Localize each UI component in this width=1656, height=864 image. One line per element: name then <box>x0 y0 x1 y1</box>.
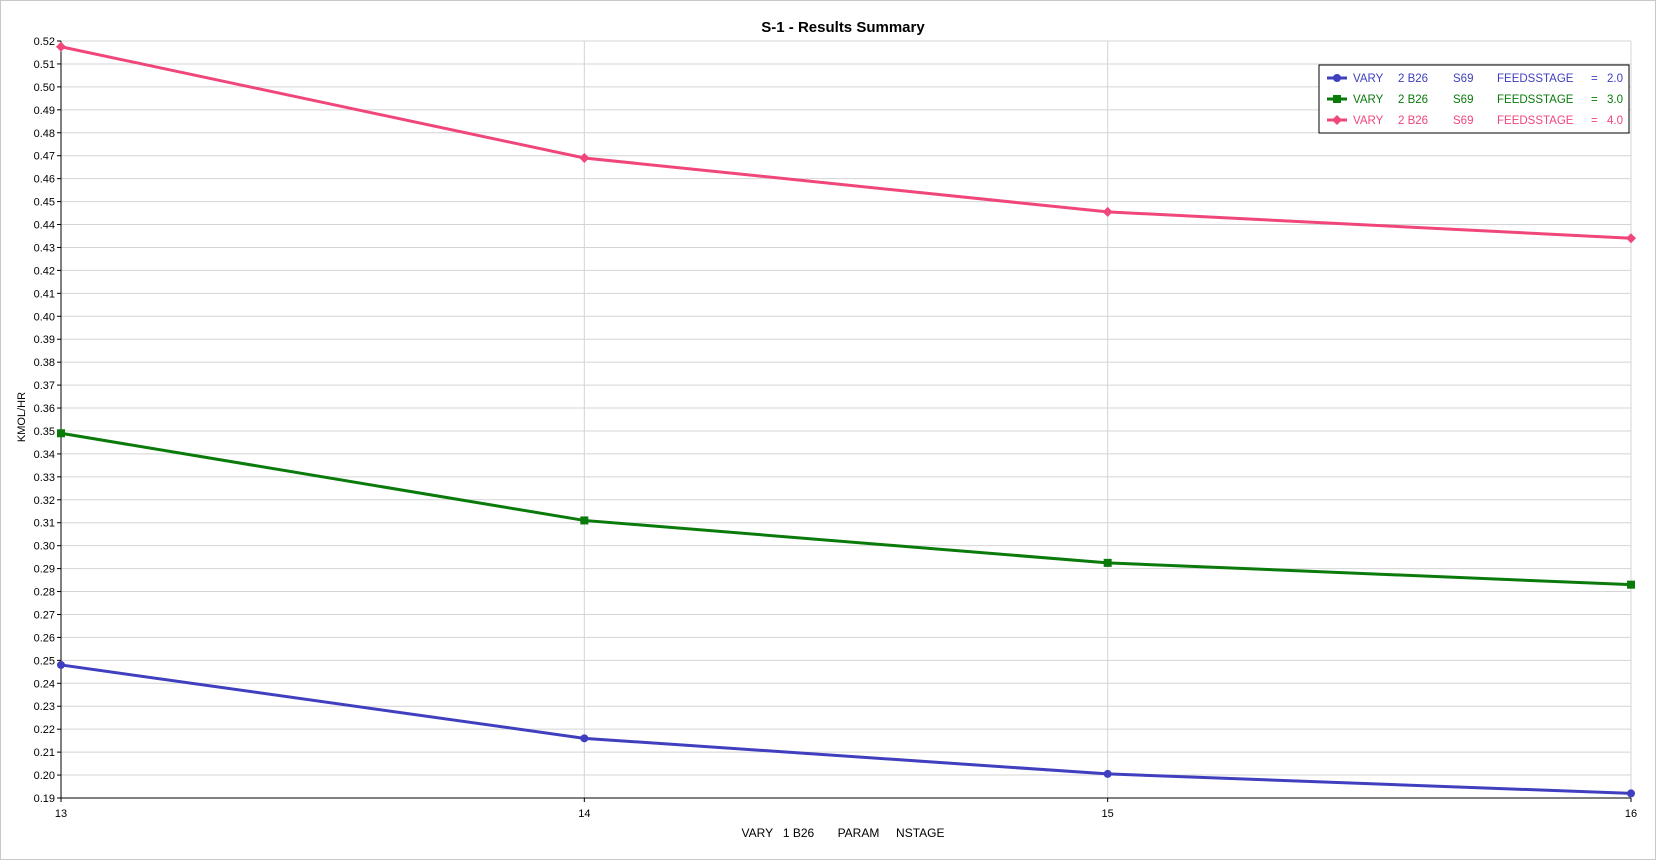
y-tick-label: 0.41 <box>34 288 55 300</box>
legend: VARY 2 B26 S69 FEEDSSTAGE = 2.0 VARY 2 B26 S69 FE… <box>1318 64 1630 134</box>
y-tick-label: 0.32 <box>34 495 55 507</box>
data-point <box>1103 558 1112 567</box>
y-tick-label: 0.34 <box>34 449 55 461</box>
data-point <box>57 429 65 438</box>
y-tick-label: 0.33 <box>34 472 55 484</box>
series-3 <box>56 41 1636 244</box>
y-axis-label: KMOL/HR <box>16 392 28 442</box>
data-point <box>1102 206 1113 217</box>
y-tick-label: 0.28 <box>34 587 55 599</box>
legend-label-part: VARY <box>1353 94 1384 106</box>
legend-label-part: S69 <box>1453 115 1473 127</box>
y-tick-label: 0.40 <box>34 311 55 323</box>
y-tick-label: 0.49 <box>34 105 55 117</box>
y-tick-label: 0.51 <box>34 59 55 71</box>
legend-entry-1: VARY 2 B26 S69 FEEDSSTAGE = 2.0 <box>1327 73 1623 85</box>
x-tick-label: 13 <box>55 808 67 820</box>
legend-label-part: = <box>1591 94 1598 106</box>
series-lines <box>56 41 1636 798</box>
data-point <box>1627 580 1635 589</box>
data-point <box>579 152 590 163</box>
y-tick-label: 0.27 <box>34 609 55 621</box>
series-1 <box>57 660 1635 798</box>
legend-label-part: 2 B26 <box>1398 73 1428 85</box>
legend-label-part: FEEDSSTAGE <box>1497 73 1574 85</box>
y-tick-label: 0.43 <box>34 242 55 254</box>
x-tick-label: 16 <box>1625 808 1637 820</box>
grid <box>60 40 1632 799</box>
y-tick-label: 0.38 <box>34 357 55 369</box>
legend-entry-2: VARY 2 B26 S69 FEEDSSTAGE = 3.0 <box>1327 94 1623 106</box>
series-line <box>60 663 1632 795</box>
legend-entry-3: VARY 2 B26 S69 FEEDSSTAGE = 4.0 <box>1327 115 1623 127</box>
y-tick-label: 0.45 <box>34 197 55 209</box>
data-point <box>57 660 65 669</box>
legend-box <box>1318 64 1630 134</box>
y-tick-label: 0.26 <box>34 632 55 644</box>
y-tick-label: 0.25 <box>34 655 55 667</box>
y-tick-label: 0.20 <box>34 770 55 782</box>
legend-label-part: 3.0 <box>1607 94 1623 106</box>
data-point <box>1626 233 1636 244</box>
series-2 <box>57 429 1635 589</box>
y-tick-label: 0.52 <box>34 36 55 48</box>
y-tick-label: 0.19 <box>34 793 55 805</box>
legend-label-part: = <box>1591 73 1598 85</box>
x-tick-label: 15 <box>1102 808 1114 820</box>
series-line <box>60 45 1632 240</box>
y-tick-label: 0.30 <box>34 541 55 553</box>
y-tick-label: 0.42 <box>34 265 55 277</box>
y-tick-label: 0.46 <box>34 174 55 186</box>
y-tick-label: 0.50 <box>34 82 55 94</box>
legend-label-part: 4.0 <box>1607 115 1623 127</box>
y-tick-label: 0.48 <box>34 128 55 140</box>
y-tick-label: 0.24 <box>34 678 55 690</box>
y-tick-label: 0.23 <box>34 701 55 713</box>
legend-label-part: S69 <box>1453 94 1473 106</box>
y-tick-label: 0.21 <box>34 747 55 759</box>
legend-label-part: FEEDSSTAGE <box>1497 94 1574 106</box>
legend-swatch-marker <box>1333 74 1341 82</box>
y-tick-label: 0.39 <box>34 334 55 346</box>
legend-label-part: FEEDSSTAGE <box>1497 115 1574 127</box>
x-tick-label: 14 <box>578 808 590 820</box>
legend-label-part: S69 <box>1453 73 1473 85</box>
data-point <box>580 734 589 743</box>
y-tick-label: 0.44 <box>34 220 55 232</box>
legend-swatch-marker <box>1332 115 1342 125</box>
legend-label-part: 2.0 <box>1607 73 1623 85</box>
axes: 0.19 0.20 0.21 0.22 0.23 0.24 0.25 0.26 0.27 0.28… <box>34 36 1638 820</box>
y-tick-label: 0.22 <box>34 724 55 736</box>
y-tick-label: 0.29 <box>34 564 55 576</box>
legend-label-part: VARY <box>1353 115 1384 127</box>
y-tick-label: 0.37 <box>34 380 55 392</box>
y-tick-label: 0.36 <box>34 403 55 415</box>
legend-label-part: VARY <box>1353 73 1384 85</box>
data-point <box>1627 789 1635 798</box>
series-line <box>60 431 1632 587</box>
chart-title: S-1 - Results Summary <box>761 19 925 36</box>
y-tick-label: 0.31 <box>34 518 55 530</box>
legend-label-part: 2 B26 <box>1398 115 1428 127</box>
x-axis-label: VARY 1 B26 PARAM NSTAGE <box>742 826 945 840</box>
data-point <box>580 516 589 525</box>
y-tick-label: 0.47 <box>34 151 55 163</box>
y-tick-label: 0.35 <box>34 426 55 438</box>
legend-label-part: = <box>1591 115 1598 127</box>
data-point <box>56 41 66 52</box>
legend-label-part: 2 B26 <box>1398 94 1428 106</box>
legend-swatch-marker <box>1333 95 1341 103</box>
data-point <box>1103 769 1112 778</box>
